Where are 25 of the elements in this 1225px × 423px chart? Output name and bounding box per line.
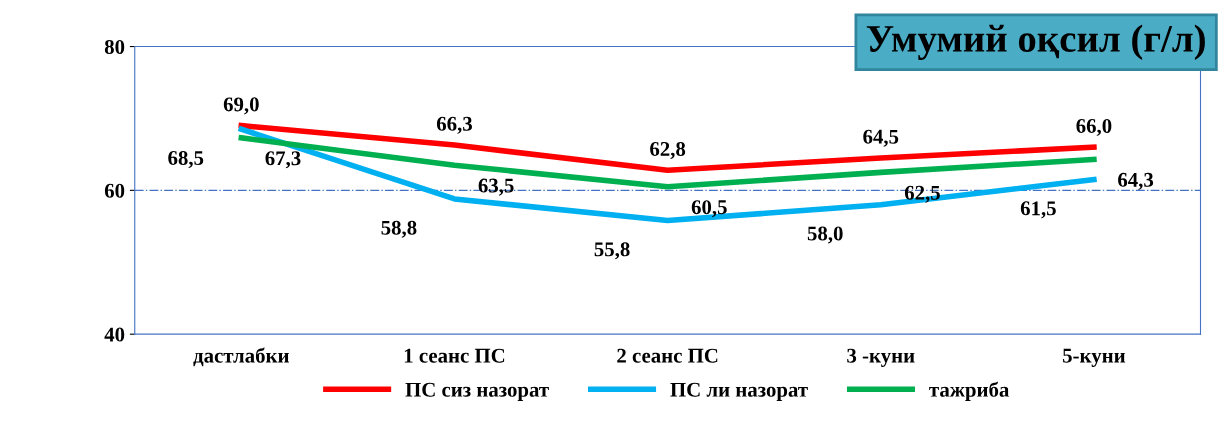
data-label: 68,5	[168, 150, 204, 169]
data-label: 64,5	[863, 129, 899, 147]
data-label: 62,8	[650, 141, 686, 160]
data-label: 60,5	[691, 200, 727, 218]
legend-label: тажриба	[929, 381, 1010, 402]
x-tick-label: 2 сеанс ПС	[617, 348, 718, 363]
data-label: 66,3	[436, 116, 472, 134]
data-label: 58,0	[807, 226, 843, 244]
y-tick-label: 60	[104, 183, 125, 198]
data-label: 67,3	[265, 151, 301, 169]
data-label: 55,8	[594, 242, 630, 260]
data-label: 64,3	[1118, 172, 1154, 190]
y-tick-label: 80	[104, 39, 125, 54]
x-tick-label: 1 сеанс ПС	[404, 348, 505, 363]
chart-title: Умумий оқсил (г/л)	[866, 24, 1205, 60]
data-label: 69,0	[223, 97, 259, 115]
x-tick-label: дастлабки	[193, 347, 289, 367]
data-label: 66,0	[1076, 118, 1112, 136]
y-tick-label: 40	[104, 327, 125, 342]
legend-label: ПС сиз назорат	[405, 382, 549, 402]
x-tick-label: 3 -куни	[847, 348, 915, 367]
data-label: 61,5	[1020, 201, 1056, 219]
data-label: 58,8	[381, 220, 417, 238]
x-tick-label: 5-куни	[1063, 348, 1126, 367]
legend-label: ПС ли назорат	[670, 382, 808, 402]
